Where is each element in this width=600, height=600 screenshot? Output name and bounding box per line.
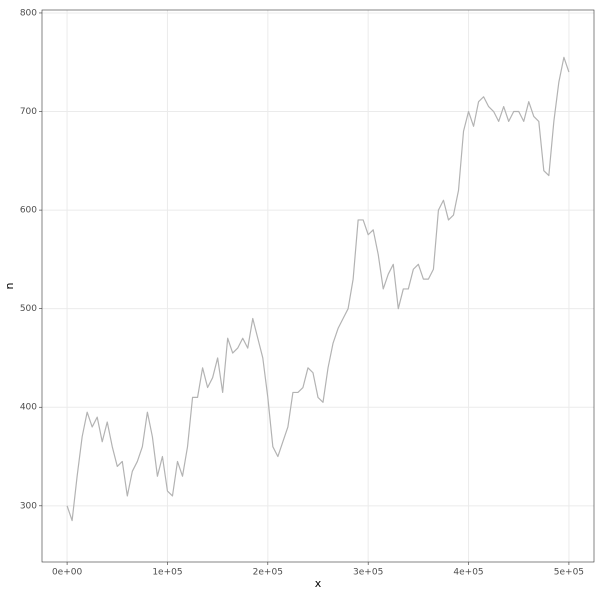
y-tick-label: 600 [20, 206, 37, 216]
data-line [66, 56, 570, 522]
y-tick-label: 400 [20, 403, 37, 413]
y-tick-label: 800 [20, 8, 37, 18]
y-tick-label: 500 [20, 304, 37, 314]
x-tick-label: 2e+05 [253, 568, 283, 578]
x-axis-title: x [315, 577, 322, 590]
grid [42, 10, 594, 562]
y-tick-label: 700 [20, 107, 37, 117]
x-tick-label: 3e+05 [353, 568, 383, 578]
x-tick-label: 5e+05 [554, 568, 584, 578]
y-tick-label: 300 [20, 501, 37, 511]
panel-border [41, 9, 595, 563]
x-tick-label: 0e+00 [52, 568, 83, 578]
x-tick-label: 4e+05 [453, 568, 483, 578]
y-axis-title: n [3, 282, 16, 289]
plot [66, 56, 570, 522]
x-tick-label: 1e+05 [152, 568, 182, 578]
